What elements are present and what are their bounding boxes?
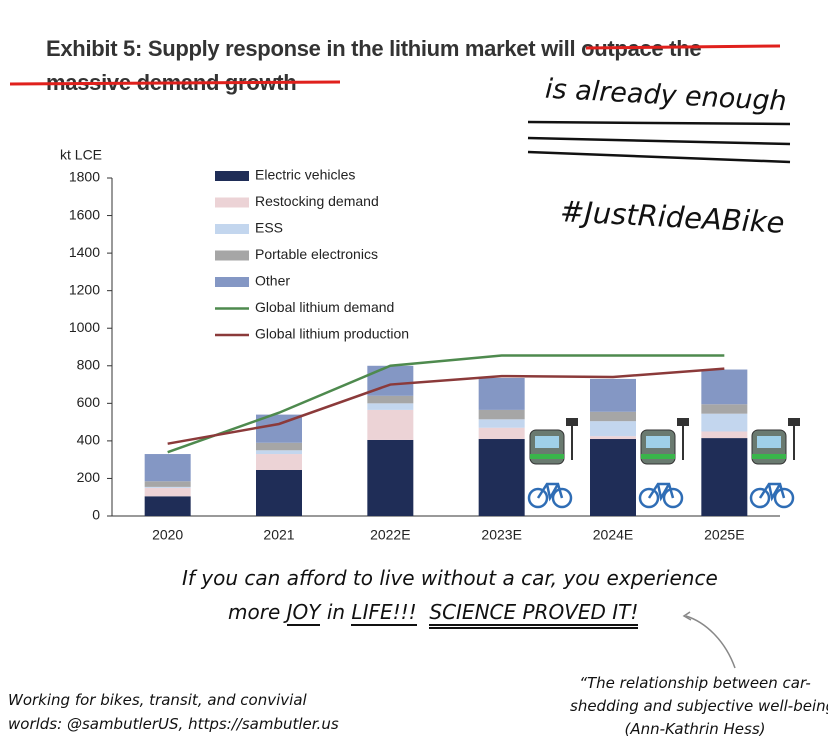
bar-segment	[590, 436, 636, 440]
bar-segment	[701, 413, 748, 432]
claim-word: JOY	[286, 600, 321, 626]
scribble	[527, 150, 791, 164]
bar-segment	[144, 481, 191, 487]
scribble	[527, 120, 791, 126]
legend-label: Portable electronics	[255, 246, 378, 262]
bar-segment	[256, 469, 302, 516]
bar-segment	[367, 395, 414, 404]
bar-segment	[478, 419, 525, 428]
train-bike-icon	[638, 416, 691, 509]
claim-word: LIFE!!!	[351, 600, 417, 626]
x-tick-label: 2021	[263, 527, 294, 543]
y-axis-label: kt LCE	[60, 147, 102, 163]
bar-segment	[144, 454, 191, 482]
bar-segment	[256, 454, 302, 470]
x-tick-label: 2023E	[481, 527, 521, 543]
y-tick-label: 1000	[69, 319, 100, 335]
bar-segment	[590, 439, 636, 516]
y-tick-label: 400	[77, 432, 101, 448]
claim-word: in	[326, 600, 346, 624]
bar-segment	[478, 409, 525, 420]
legend-label: ESS	[255, 220, 283, 236]
claim: more JOY in LIFE!!! SCIENCE PROVED IT!	[228, 600, 639, 629]
x-tick-label: 2024E	[593, 527, 633, 543]
bar-segment	[367, 403, 414, 410]
x-tick-label: 2025E	[704, 527, 744, 543]
claim-word: SCIENCE PROVED IT!	[429, 600, 639, 629]
train-bike-icon	[527, 416, 580, 509]
bar-segment	[590, 411, 636, 422]
y-tick-label: 1800	[69, 169, 100, 185]
legend-swatch	[215, 224, 249, 234]
credit-line: worlds: @sambutlerUS, https://sambutler.…	[8, 715, 339, 733]
arrow	[682, 611, 692, 621]
x-tick-label: 2020	[152, 527, 183, 543]
bar-segment	[590, 421, 636, 437]
bar-segment	[256, 442, 302, 451]
arrow	[685, 615, 736, 669]
bar-segment	[478, 427, 525, 440]
line	[167, 354, 725, 454]
y-tick-label: 800	[77, 356, 101, 372]
bar-segment	[590, 378, 636, 412]
y-tick-label: 1200	[69, 281, 100, 297]
quote-line: shedding and subjective well-being”	[570, 697, 828, 715]
title-text: Exhibit 5: Supply response in the lithiu…	[46, 36, 536, 61]
legend-swatch	[215, 171, 249, 181]
y-tick-label: 200	[77, 469, 101, 485]
bar-segment	[701, 369, 748, 405]
quote-line: (Ann-Kathrin Hess)	[624, 720, 766, 738]
y-tick-label: 1400	[69, 244, 100, 260]
credit-line: Working for bikes, transit, and convivia…	[8, 691, 307, 709]
bar-segment	[367, 439, 414, 516]
legend-label: Restocking demand	[255, 193, 379, 209]
legend-swatch	[215, 277, 249, 287]
bar-segment	[701, 438, 748, 516]
quote-line: “The relationship between car-	[579, 674, 811, 692]
bar-segment	[144, 487, 191, 497]
strike	[9, 80, 341, 86]
y-tick-label: 1600	[69, 206, 100, 222]
bar-segment	[144, 486, 191, 488]
strike	[585, 44, 781, 50]
bar-segment	[144, 496, 191, 516]
legend-label: Global lithium production	[255, 326, 409, 342]
x-tick-label: 2022E	[370, 527, 410, 543]
y-tick-label: 0	[92, 507, 100, 523]
quote: “The relationship between car- shedding …	[570, 672, 828, 741]
credit: Working for bikes, transit, and convivia…	[8, 688, 339, 736]
legend-label: Other	[255, 273, 290, 289]
scribble	[527, 136, 791, 146]
bar-segment	[478, 377, 525, 410]
bar-segment	[701, 431, 748, 439]
legend-label: Electric vehicles	[255, 167, 355, 183]
bar-segment	[478, 439, 525, 516]
legend-swatch	[215, 197, 249, 208]
legend-label: Global lithium demand	[255, 299, 394, 315]
bar-segment	[701, 404, 748, 414]
legend-swatch	[215, 250, 249, 261]
train-bike-icon	[749, 416, 802, 509]
y-tick-label: 600	[77, 394, 101, 410]
bar-segment	[367, 409, 414, 440]
bar-segment	[256, 450, 302, 455]
line	[167, 367, 725, 445]
claim-word: more	[228, 600, 281, 624]
claim: If you can afford to live without a car,…	[182, 566, 718, 590]
